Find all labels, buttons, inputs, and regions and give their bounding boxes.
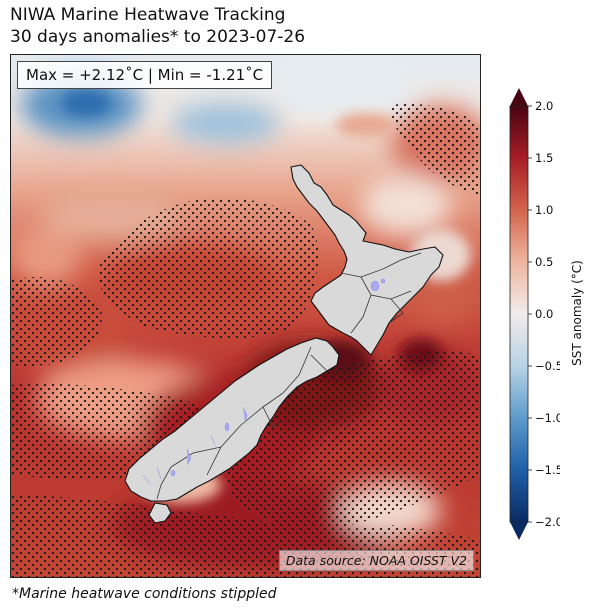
map-subtitle: 30 days anomalies* to 2023-07-26 xyxy=(10,27,306,47)
colorbar-label: SST anomaly (°C) xyxy=(570,260,584,366)
stewart-island xyxy=(148,502,172,524)
colorbar-extend-max xyxy=(510,88,528,106)
north-island xyxy=(290,164,444,356)
lakes xyxy=(142,278,386,486)
data-source-label: Data source: NOAA OISST V2 xyxy=(278,550,474,571)
new-zealand-land xyxy=(124,164,444,524)
colorbar-tick-label: 0.5 xyxy=(535,255,553,269)
colorbar-ticks: 2.0 1.5 1.0 0.5 0.0 −0.5 −1.0 −1.5 −2.0 xyxy=(528,99,560,529)
region-boundaries xyxy=(156,252,422,500)
footnote: *Marine heatwave conditions stippled xyxy=(12,586,277,602)
colorbar-extend-min xyxy=(510,522,528,540)
colorbar-tick-label: −1.0 xyxy=(535,411,560,425)
sst-anomaly-map: Max = +2.12˚C | Min = -1.21˚C Data sourc… xyxy=(10,54,481,578)
max-min-readout: Max = +2.12˚C | Min = -1.21˚C xyxy=(17,61,273,89)
colorbar: 2.0 1.5 1.0 0.5 0.0 −0.5 −1.0 −1.5 −2.0 xyxy=(509,88,560,540)
colorbar-tick-label: −2.0 xyxy=(535,515,560,529)
map-canvas xyxy=(11,55,480,577)
colorbar-tick-label: 0.0 xyxy=(535,307,553,321)
colorbar-tick-label: 1.5 xyxy=(535,151,553,165)
colorbar-bar xyxy=(509,105,529,523)
colorbar-tick-label: −1.5 xyxy=(535,463,560,477)
colorbar-tick-label: −0.5 xyxy=(535,359,560,373)
colorbar-tick-label: 2.0 xyxy=(535,99,553,113)
south-island xyxy=(124,337,340,502)
map-title: NIWA Marine Heatwave Tracking xyxy=(10,5,286,25)
colorbar-tick-label: 1.0 xyxy=(535,203,553,217)
